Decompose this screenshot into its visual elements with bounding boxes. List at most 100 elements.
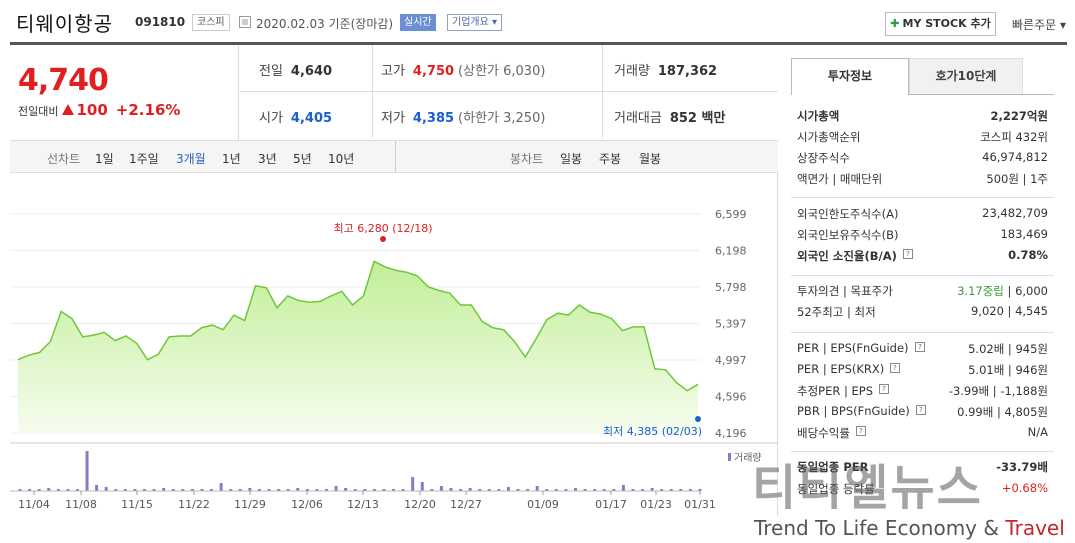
period-tab-3y[interactable]: 3년 xyxy=(258,152,277,166)
volume-bar xyxy=(430,489,434,491)
candle-tab-week[interactable]: 주봉 xyxy=(599,152,622,166)
help-icon[interactable]: ? xyxy=(916,405,926,415)
tab-invest-info[interactable]: 투자정보 xyxy=(791,58,909,95)
candle-tab-day[interactable]: 일봉 xyxy=(560,152,583,166)
volume-bar xyxy=(277,489,281,491)
help-icon[interactable]: ? xyxy=(856,426,866,436)
volume-bar xyxy=(219,483,223,491)
y-tick-label: 6,599 xyxy=(715,208,747,221)
divider xyxy=(602,45,603,91)
candle-tab-month[interactable]: 월봉 xyxy=(639,152,662,166)
quote-volume: 거래량 187,362 xyxy=(614,60,717,79)
x-tick-label: 12/13 xyxy=(347,498,379,511)
period-tab-1y[interactable]: 1년 xyxy=(222,152,241,166)
volume-bar xyxy=(468,488,472,491)
help-icon[interactable]: ? xyxy=(915,342,925,352)
volume-bar xyxy=(382,489,386,491)
period-tab-1d[interactable]: 1일 xyxy=(95,152,114,166)
quote-row: 전일 4,640 고가 4,750 (상한가 6,030) 거래량 187,362 xyxy=(240,45,778,92)
volume-bar xyxy=(104,487,108,491)
volume-bar xyxy=(449,488,453,491)
volume-bar xyxy=(439,486,443,491)
watermark-logo: 티티엘뉴스 xyxy=(752,460,983,516)
volume-bar xyxy=(411,477,415,491)
quote-prev-label: 전일 xyxy=(259,64,283,79)
volume-legend-icon xyxy=(728,453,731,461)
volume-bar xyxy=(526,489,530,491)
valuation-value: 5.02배 | 945원 xyxy=(968,342,1048,356)
sector-rate-label: 동일업종 등락률 xyxy=(797,482,875,496)
price-line xyxy=(17,260,699,392)
volume-bar xyxy=(612,489,616,491)
foreign-value: 23,482,709 xyxy=(982,206,1048,220)
corp-info-label: 기업개요 xyxy=(452,17,489,28)
foreign-label: 외국인보유주식수(B) xyxy=(797,228,899,242)
valuation-row: 추정PER | EPS? -3.99배 | -1,188원 xyxy=(797,383,1048,403)
x-tick-label: 11/29 xyxy=(234,498,266,511)
volume-bar xyxy=(478,489,482,491)
divider xyxy=(909,94,1054,95)
summary-row: 시가총액순위 코스피 432위 xyxy=(797,129,1048,149)
quote-open: 시가 4,405 xyxy=(259,107,332,126)
line-chart-label: 선차트 xyxy=(47,152,81,166)
summary-row: 상장주식수 46,974,812 xyxy=(797,150,1048,170)
valuation-label: PER | EPS(FnGuide) xyxy=(797,341,909,355)
mystock-add-button[interactable]: ✚ MY STOCK 추가 xyxy=(885,12,996,36)
sector-rate-value: +0.68% xyxy=(1001,481,1048,495)
header-divider xyxy=(10,42,1067,45)
x-tick-label: 11/08 xyxy=(65,498,97,511)
watermark-slogan: Trend To Life Economy & Travel xyxy=(754,516,1065,540)
volume-bar xyxy=(114,489,118,491)
stock-name: 티웨이항공 xyxy=(16,12,113,36)
volume-bar xyxy=(296,488,300,491)
upper-limit: (상한가 6,030) xyxy=(458,64,546,79)
sector-rate-row: 동일업종 등락률 +0.68% xyxy=(797,481,1048,501)
volume-bar xyxy=(516,489,520,491)
valuation-row: 배당수익률? N/A xyxy=(797,425,1048,445)
chevron-down-icon: ▾ xyxy=(492,17,498,28)
summary-label: 상장주식수 xyxy=(797,151,850,165)
corp-info-dropdown[interactable]: 기업개요 ▾ xyxy=(447,14,503,31)
foreign-row: 외국인 소진율(B/A)? 0.78% xyxy=(797,248,1048,268)
x-tick-label: 01/17 xyxy=(595,498,627,511)
period-tab-1w[interactable]: 1주일 xyxy=(129,152,159,166)
valuation-label: 배당수익률 xyxy=(797,426,850,440)
change-pct: +2.16% xyxy=(115,101,181,119)
valuation-value: N/A xyxy=(1027,425,1048,439)
period-tab-5y[interactable]: 5년 xyxy=(293,152,312,166)
quick-order-label: 빠른주문 xyxy=(1012,18,1057,32)
divider xyxy=(791,275,1054,276)
opinion-value: 3.17중립 xyxy=(957,284,1004,298)
help-icon[interactable]: ? xyxy=(890,363,900,373)
current-price: 4,740 xyxy=(18,63,109,98)
valuation-label: 추정PER | EPS xyxy=(797,384,874,398)
divider xyxy=(602,92,603,138)
target-price: 6,000 xyxy=(1015,284,1048,298)
quote-prev: 전일 4,640 xyxy=(259,60,332,79)
stock-header: 티웨이항공 091810 코스피 2020.02.03 기준(장마감) 실시간 … xyxy=(0,0,1075,44)
help-icon[interactable]: ? xyxy=(903,249,913,259)
week52-value: 9,020 | 4,545 xyxy=(970,304,1048,318)
watermark-slogan-a: Trend To Life Economy & xyxy=(754,516,1006,540)
volume-bar xyxy=(324,489,328,491)
quote-grid: 전일 4,640 고가 4,750 (상한가 6,030) 거래량 187,362 시가… xyxy=(240,45,778,140)
period-tab-10y[interactable]: 10년 xyxy=(328,152,355,166)
volume-bar xyxy=(238,489,242,491)
plus-icon: ✚ xyxy=(890,17,900,30)
realtime-button[interactable]: 실시간 xyxy=(400,14,436,31)
base-date: 2020.02.03 기준(장마감) xyxy=(256,17,394,31)
quick-order-button[interactable]: 빠른주문 ▾ xyxy=(1012,16,1066,33)
volume-bar xyxy=(181,489,185,491)
tab-order-book[interactable]: 호가10단계 xyxy=(909,58,1023,95)
volume-bar xyxy=(229,489,233,491)
volume-bar xyxy=(420,482,424,491)
period-tab-3m[interactable]: 3개월 xyxy=(176,152,206,166)
volume-bar xyxy=(353,489,357,491)
volume-bar xyxy=(631,489,635,491)
market-badge: 코스피 xyxy=(192,14,230,31)
help-icon[interactable]: ? xyxy=(879,384,889,394)
summary-label: 시가총액 xyxy=(797,109,840,123)
up-arrow-icon xyxy=(62,104,75,115)
stock-code: 091810 xyxy=(135,15,186,29)
volume-bar xyxy=(66,489,70,491)
